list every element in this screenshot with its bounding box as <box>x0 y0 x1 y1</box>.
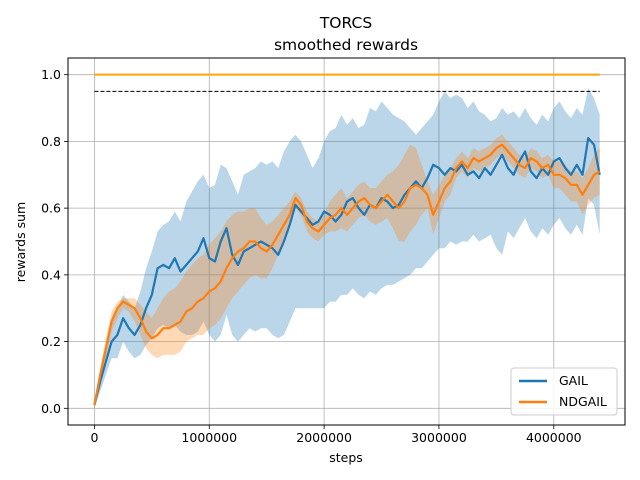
chart-title: TORCS <box>319 14 372 32</box>
x-tick-label: 0 <box>90 430 98 445</box>
chart-subtitle: smoothed rewards <box>274 36 418 54</box>
legend-label-gail: GAIL <box>559 373 588 388</box>
x-tick-label: 3000000 <box>411 430 467 445</box>
legend: GAIL NDGAIL <box>510 367 618 416</box>
series-line-ndgail <box>93 143 601 406</box>
plot-area <box>68 58 625 425</box>
y-tick-label: 0.0 <box>41 401 61 416</box>
y-tick-label: 0.2 <box>41 334 61 349</box>
band-ndgail <box>94 134 600 409</box>
y-axis-label: rewards sum <box>13 202 28 282</box>
x-tick-label: 1000000 <box>181 430 237 445</box>
x-axis-ticks: 0 1000000 2000000 3000000 4000000 <box>90 425 582 445</box>
y-tick-label: 0.8 <box>41 134 61 149</box>
series-line-gail <box>93 137 601 406</box>
band-gail <box>94 88 600 409</box>
y-tick-label: 0.4 <box>41 267 61 282</box>
reference-lines <box>94 73 600 92</box>
legend-label-ndgail: NDGAIL <box>559 394 607 409</box>
y-tick-label: 1.0 <box>41 67 61 82</box>
series-lines <box>93 137 601 406</box>
x-tick-label: 4000000 <box>526 430 582 445</box>
x-axis-label: steps <box>329 450 363 465</box>
y-axis-ticks: 0.0 0.2 0.4 0.6 0.8 1.0 <box>41 67 68 416</box>
y-tick-label: 0.6 <box>41 201 61 216</box>
confidence-bands <box>94 88 600 409</box>
plot-frame <box>67 57 626 426</box>
x-tick-label: 2000000 <box>296 430 352 445</box>
